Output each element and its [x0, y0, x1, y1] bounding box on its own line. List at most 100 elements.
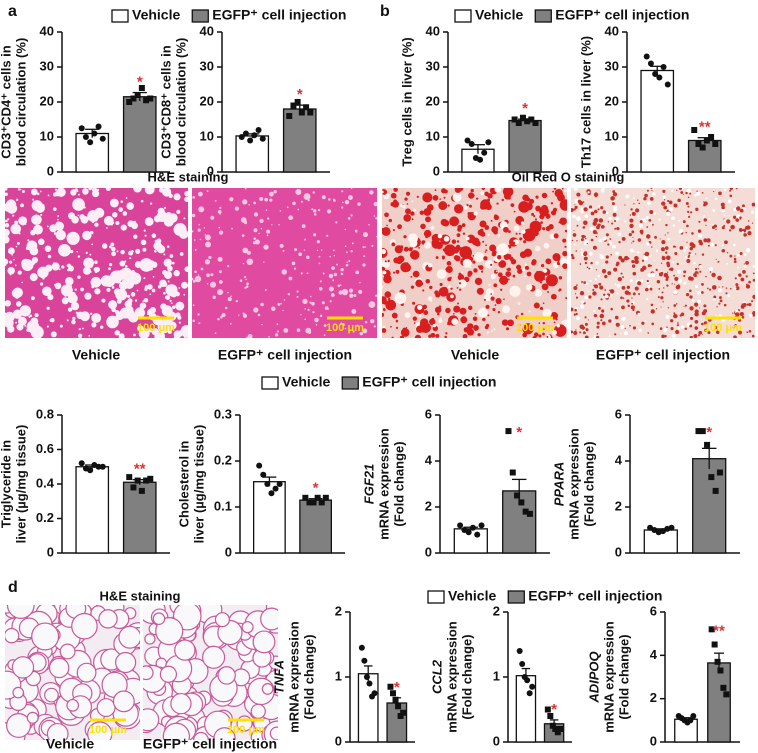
- panel-letter: b: [380, 3, 390, 20]
- tissue-blob: [485, 288, 494, 297]
- tissue-blob: [696, 191, 701, 196]
- data-point: [387, 683, 394, 690]
- tissue-blob: [643, 253, 645, 255]
- data-point: [712, 141, 719, 147]
- tissue-blob: [387, 231, 390, 234]
- tissue-blob: [689, 289, 692, 293]
- data-point: [95, 463, 102, 470]
- tissue-blob: [635, 288, 639, 291]
- data-point: [668, 524, 675, 531]
- tissue-blob: [481, 202, 487, 208]
- adipocyte: [118, 625, 140, 649]
- data-point: [95, 123, 102, 130]
- tissue-blob: [621, 316, 626, 321]
- tissue-blob: [24, 324, 27, 327]
- tissue-blob: [689, 192, 692, 195]
- tissue-blob: [686, 258, 691, 263]
- tissue-blob: [526, 271, 532, 277]
- tissue-blob: [122, 211, 128, 216]
- tissue-blob: [631, 302, 634, 305]
- tissue-blob: [743, 263, 745, 265]
- tissue-blob: [373, 215, 376, 217]
- tissue-blob: [466, 203, 469, 207]
- tissue-blob: [148, 327, 153, 333]
- tissue-blob: [584, 322, 588, 326]
- tissue-blob: [664, 234, 666, 236]
- tissue-blob: [5, 228, 10, 237]
- tissue-blob: [694, 302, 699, 307]
- tissue-blob: [206, 273, 210, 278]
- tissue-blob: [438, 286, 449, 297]
- adipocyte: [12, 686, 25, 699]
- tissue-blob: [438, 319, 443, 324]
- tissue-blob: [414, 334, 422, 338]
- tissue-blob: [500, 288, 503, 291]
- tissue-blob: [147, 284, 153, 290]
- tissue-blob: [157, 320, 171, 334]
- tissue-blob: [441, 256, 445, 260]
- tissue-blob: [598, 306, 601, 310]
- tissue-blob: [221, 312, 226, 318]
- tissue-blob: [184, 335, 187, 338]
- tissue-blob: [708, 218, 710, 220]
- tissue-blob: [629, 214, 632, 216]
- tissue-blob: [709, 271, 712, 273]
- tissue-blob: [715, 228, 717, 231]
- tissue-blob: [677, 322, 679, 324]
- y-tick-label: 40: [605, 23, 619, 38]
- tissue-blob: [423, 229, 432, 238]
- tissue-blob: [487, 193, 493, 199]
- data-point: [276, 481, 283, 487]
- tissue-blob: [297, 208, 300, 211]
- tissue-blob: [711, 285, 717, 290]
- tissue-blob: [588, 267, 591, 270]
- tissue-blob: [543, 242, 550, 249]
- tissue-blob: [583, 252, 588, 257]
- tissue-blob: [178, 229, 188, 239]
- tissue-blob: [75, 311, 78, 314]
- tissue-blob: [78, 193, 80, 196]
- tissue-blob: [447, 204, 450, 207]
- tissue-blob: [563, 319, 567, 327]
- tissue-blob: [678, 188, 683, 190]
- tissue-blob: [637, 215, 640, 218]
- tissue-blob: [268, 335, 270, 338]
- tissue-blob: [651, 189, 653, 192]
- tissue-blob: [650, 303, 654, 307]
- tissue-blob: [603, 225, 605, 228]
- tissue-blob: [726, 219, 731, 224]
- tissue-blob: [66, 264, 70, 268]
- tissue-blob: [719, 299, 723, 303]
- data-point: [255, 127, 262, 133]
- y-tick-label: 4: [615, 452, 623, 467]
- adipocyte: [66, 698, 80, 712]
- tissue-blob: [651, 246, 653, 248]
- tissue-blob: [175, 301, 185, 311]
- tissue-blob: [587, 196, 590, 199]
- tissue-blob: [300, 200, 303, 203]
- tissue-blob: [746, 225, 751, 230]
- tissue-blob: [588, 219, 591, 221]
- tissue-blob: [583, 220, 588, 226]
- tissue-blob: [382, 325, 386, 329]
- tissue-blob: [420, 223, 426, 230]
- legend-label: EGFP⁺ cell injection: [528, 588, 662, 604]
- tissue-blob: [415, 279, 423, 287]
- tissue-blob: [550, 293, 557, 300]
- tissue-blob: [451, 239, 457, 244]
- tissue-blob: [32, 198, 35, 201]
- y-axis-label: CCL2: [429, 659, 444, 694]
- tissue-blob: [638, 202, 641, 205]
- data-point: [99, 135, 106, 142]
- tissue-blob: [616, 261, 620, 266]
- tissue-blob: [583, 256, 588, 261]
- tissue-blob: [227, 264, 230, 268]
- tissue-blob: [573, 285, 578, 290]
- tissue-blob: [89, 253, 92, 256]
- data-point: [699, 428, 706, 435]
- tissue-blob: [46, 306, 50, 310]
- tissue-blob: [609, 289, 611, 292]
- tissue-blob: [600, 298, 603, 301]
- tissue-blob: [701, 282, 704, 286]
- tissue-blob: [166, 245, 170, 248]
